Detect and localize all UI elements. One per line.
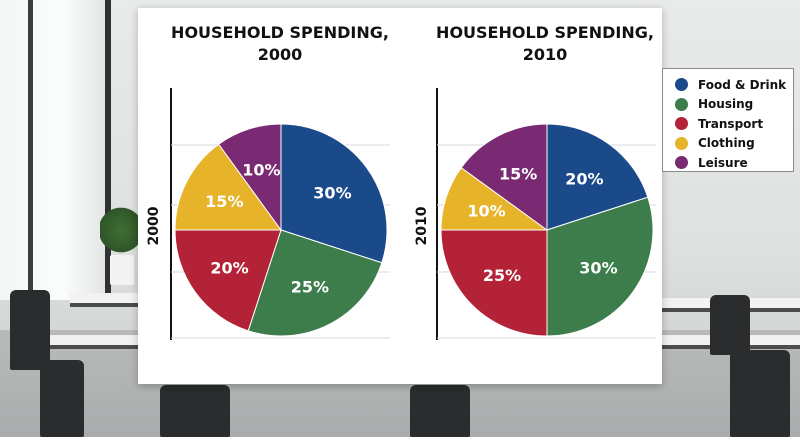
pie-slice-housing	[247, 229, 383, 337]
legend-swatch-icon	[675, 136, 688, 150]
legend-item-transport: Transport	[675, 114, 793, 134]
legend-item-clothing: Clothing	[675, 134, 793, 154]
pie-slice-label: 25%	[291, 278, 329, 297]
pie-slice-label: 20%	[565, 170, 603, 189]
background-chair	[730, 350, 790, 437]
pie-2000: 30% 25% 20% 15% 10%	[174, 123, 388, 337]
legend-label: Housing	[698, 97, 754, 112]
pie-slice-clothing	[174, 143, 282, 231]
background-chair	[710, 295, 750, 355]
legend-item-food-drink: Food & Drink	[675, 75, 793, 95]
background-chair	[410, 385, 470, 437]
chart-title-2010: HOUSEHOLD SPENDING, 2010	[436, 23, 654, 64]
background-chair	[40, 360, 84, 437]
legend-swatch-icon	[675, 156, 688, 170]
pie-slice-label: 20%	[210, 258, 248, 277]
legend-label: Food & Drink	[698, 77, 787, 92]
background-desk	[20, 335, 140, 349]
background-desk	[70, 293, 140, 307]
pie-slice-transport	[440, 229, 548, 337]
background-chair	[160, 385, 230, 437]
legend-swatch-icon	[675, 78, 688, 92]
background-chair	[10, 290, 50, 370]
pie-slice-housing	[546, 196, 654, 337]
pie-slice-leisure	[217, 123, 282, 232]
pie-slice-label: 25%	[483, 266, 521, 285]
background-window	[0, 0, 111, 300]
legend-swatch-icon	[675, 97, 688, 111]
legend-item-leisure: Leisure	[675, 153, 793, 173]
pie-2010: 20% 30% 25% 10% 15%	[440, 123, 654, 337]
pie-slice-label: 15%	[205, 192, 243, 211]
legend: Food & Drink Housing Transport Clothing …	[662, 68, 794, 172]
pie-slice-label: 15%	[499, 164, 537, 183]
background-plant	[100, 200, 142, 260]
pie-slice-transport	[174, 229, 282, 332]
background-plant-pot	[110, 255, 134, 285]
pie-slice-label: 30%	[579, 258, 617, 277]
legend-label: Transport	[698, 116, 764, 131]
chart-title-2000: HOUSEHOLD SPENDING, 2000	[171, 23, 389, 64]
pie-slice-label: 10%	[467, 201, 505, 220]
legend-label: Clothing	[698, 136, 755, 151]
pie-slice-label: 10%	[242, 161, 280, 180]
legend-label: Leisure	[698, 155, 748, 170]
pie-slice-leisure	[460, 123, 548, 231]
pie-slice-food-drink	[546, 123, 649, 231]
legend-swatch-icon	[675, 117, 688, 131]
pie-slice-food-drink	[280, 123, 388, 264]
legend-item-housing: Housing	[675, 95, 793, 115]
pie-slice-label: 30%	[313, 184, 351, 203]
